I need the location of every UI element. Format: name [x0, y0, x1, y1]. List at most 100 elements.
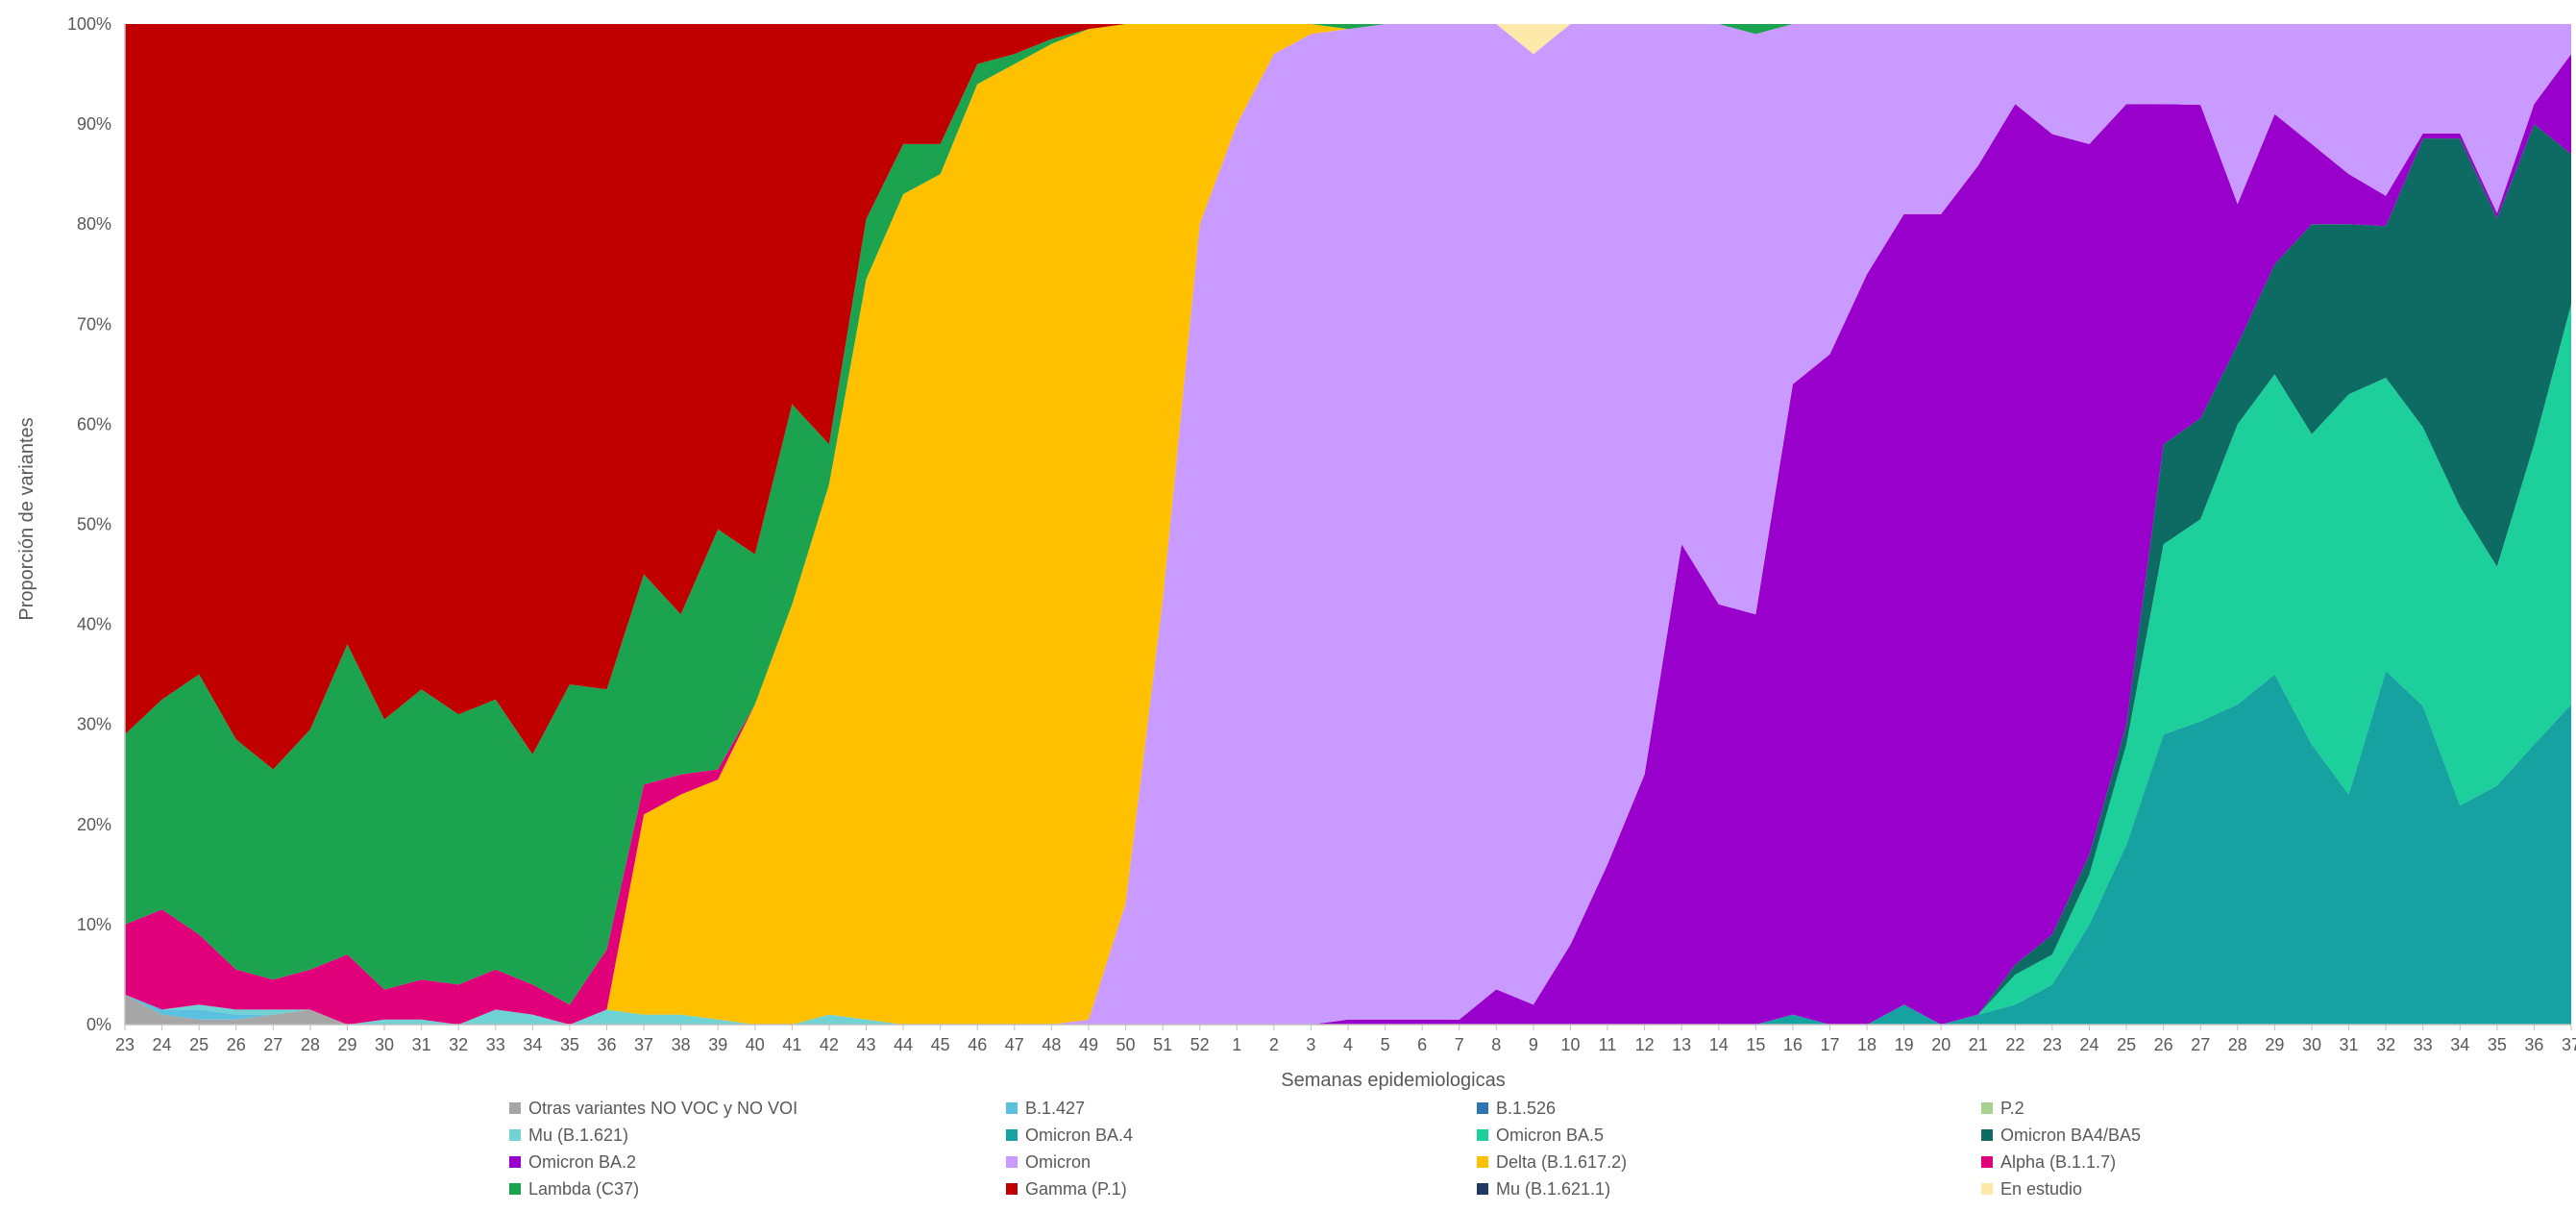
- legend-swatch: [509, 1183, 521, 1195]
- legend-label: Lambda (C37): [528, 1179, 639, 1199]
- y-tick-label: 20%: [77, 815, 111, 834]
- legend-label: Mu (B.1.621.1): [1496, 1179, 1610, 1199]
- x-tick-label: 36: [597, 1035, 616, 1054]
- x-tick-label: 1: [1232, 1035, 1241, 1054]
- legend-swatch: [1981, 1102, 1993, 1114]
- legend-swatch: [1981, 1183, 1993, 1195]
- legend-item-2: B.1.526: [1477, 1099, 1556, 1118]
- legend-swatch: [509, 1102, 521, 1114]
- x-tick-label: 47: [1005, 1035, 1024, 1054]
- legend-swatch: [1477, 1156, 1488, 1168]
- legend-item-13: Gamma (P.1): [1006, 1179, 1127, 1199]
- x-tick-label: 9: [1529, 1035, 1538, 1054]
- area-series-5: [125, 671, 2571, 1025]
- legend-label: Alpha (B.1.1.7): [2000, 1152, 2116, 1172]
- legend-label: Otras variantes NO VOC y NO VOI: [528, 1099, 797, 1118]
- x-tick-label: 3: [1306, 1035, 1315, 1054]
- legend-swatch: [1477, 1129, 1488, 1141]
- legend-swatch: [1981, 1156, 1993, 1168]
- y-tick-label: 10%: [77, 915, 111, 934]
- x-tick-label: 51: [1153, 1035, 1172, 1054]
- y-axis-title: Proporción de variantes: [16, 417, 37, 620]
- y-tick-label: 90%: [77, 114, 111, 134]
- legend-label: Gamma (P.1): [1025, 1179, 1127, 1199]
- x-tick-label: 4: [1343, 1035, 1353, 1054]
- x-tick-label: 10: [1560, 1035, 1580, 1054]
- x-tick-label: 24: [2079, 1035, 2098, 1054]
- area-series-10: [125, 24, 2571, 1025]
- x-tick-label: 38: [672, 1035, 691, 1054]
- x-tick-label: 5: [1381, 1035, 1390, 1054]
- legend-item-9: Omicron: [1006, 1152, 1091, 1172]
- area-series-group: [125, 24, 2571, 1026]
- legend-label: Mu (B.1.621): [528, 1125, 628, 1145]
- legend-item-14: Mu (B.1.621.1): [1477, 1179, 1610, 1199]
- x-tick-label: 14: [1709, 1035, 1729, 1054]
- legend-item-10: Delta (B.1.617.2): [1477, 1152, 1627, 1172]
- legend-item-5: Omicron BA.4: [1006, 1125, 1133, 1145]
- x-tick-label: 7: [1455, 1035, 1464, 1054]
- x-tick-label: 46: [968, 1035, 987, 1054]
- legend-label: Delta (B.1.617.2): [1496, 1152, 1627, 1172]
- x-tick-label: 40: [746, 1035, 765, 1054]
- legend-item-12: Lambda (C37): [509, 1179, 639, 1199]
- y-tick-label: 70%: [77, 314, 111, 334]
- x-tick-label: 39: [708, 1035, 727, 1054]
- legend-item-4: Mu (B.1.621): [509, 1125, 628, 1145]
- x-tick-label: 15: [1746, 1035, 1765, 1054]
- x-tick-label: 21: [1969, 1035, 1988, 1054]
- y-tick-label: 30%: [77, 715, 111, 734]
- legend-swatch: [1477, 1183, 1488, 1195]
- x-tick-label: 44: [894, 1035, 913, 1054]
- legend-item-8: Omicron BA.2: [509, 1152, 636, 1172]
- legend-label: Omicron BA4/BA5: [2000, 1125, 2141, 1145]
- legend-item-6: Omicron BA.5: [1477, 1125, 1604, 1145]
- x-tick-label: 50: [1116, 1035, 1136, 1054]
- x-tick-label: 6: [1417, 1035, 1427, 1054]
- x-tick-label: 30: [2302, 1035, 2321, 1054]
- x-tick-label: 24: [153, 1035, 172, 1054]
- area-series-12: [125, 24, 2571, 1005]
- legend: Otras variantes NO VOC y NO VOI B.1.427 B.…: [509, 1099, 2141, 1199]
- x-tick-label: 42: [820, 1035, 839, 1054]
- x-tick-label: 48: [1042, 1035, 1061, 1054]
- legend-label: En estudio: [2000, 1179, 2082, 1199]
- x-tick-label: 18: [1857, 1035, 1877, 1054]
- x-tick-label: 28: [2228, 1035, 2247, 1054]
- x-tick-label: 37: [2562, 1035, 2576, 1054]
- legend-label: P.2: [2000, 1099, 2024, 1118]
- legend-label: Omicron BA.5: [1496, 1125, 1604, 1145]
- legend-swatch: [1006, 1156, 1018, 1168]
- area-series-13: [125, 24, 2571, 770]
- legend-swatch: [1006, 1102, 1018, 1114]
- x-tick-label: 32: [449, 1035, 468, 1054]
- x-tick-label: 34: [523, 1035, 542, 1054]
- x-tick-label: 19: [1895, 1035, 1914, 1054]
- x-tick-label: 36: [2524, 1035, 2543, 1054]
- x-tick-label: 35: [2488, 1035, 2507, 1054]
- x-tick-label: 29: [2265, 1035, 2284, 1054]
- x-axis-title: Semanas epidemiologicas: [1281, 1070, 1505, 1091]
- x-tick-label: 28: [301, 1035, 320, 1054]
- legend-item-11: Alpha (B.1.1.7): [1981, 1152, 2116, 1172]
- x-tick-label: 17: [1820, 1035, 1839, 1054]
- x-tick-label: 37: [634, 1035, 653, 1054]
- legend-item-1: B.1.427: [1006, 1099, 1085, 1118]
- x-tick-label: 12: [1635, 1035, 1655, 1054]
- x-tick-label: 26: [2154, 1035, 2173, 1054]
- legend-label: B.1.427: [1025, 1099, 1085, 1118]
- x-tick-label: 22: [2005, 1035, 2024, 1054]
- x-tick-labels: 23 24 25 26 27 28 29 30 31 32 33 34 35 36 37 38 39 40 41 42…: [115, 1025, 2576, 1054]
- legend-item-15: En estudio: [1981, 1179, 2082, 1199]
- legend-swatch: [1981, 1129, 1993, 1141]
- x-tick-label: 41: [782, 1035, 801, 1054]
- y-tick-labels: 0% 10% 20% 30% 40% 50% 60% 70% 80% 90% 100%: [67, 14, 111, 1034]
- x-tick-label: 31: [2340, 1035, 2359, 1054]
- x-tick-label: 13: [1672, 1035, 1691, 1054]
- x-tick-label: 33: [2414, 1035, 2433, 1054]
- legend-label: Omicron BA.4: [1025, 1125, 1133, 1145]
- y-tick-label: 50%: [77, 515, 111, 534]
- legend-item-7: Omicron BA4/BA5: [1981, 1125, 2141, 1145]
